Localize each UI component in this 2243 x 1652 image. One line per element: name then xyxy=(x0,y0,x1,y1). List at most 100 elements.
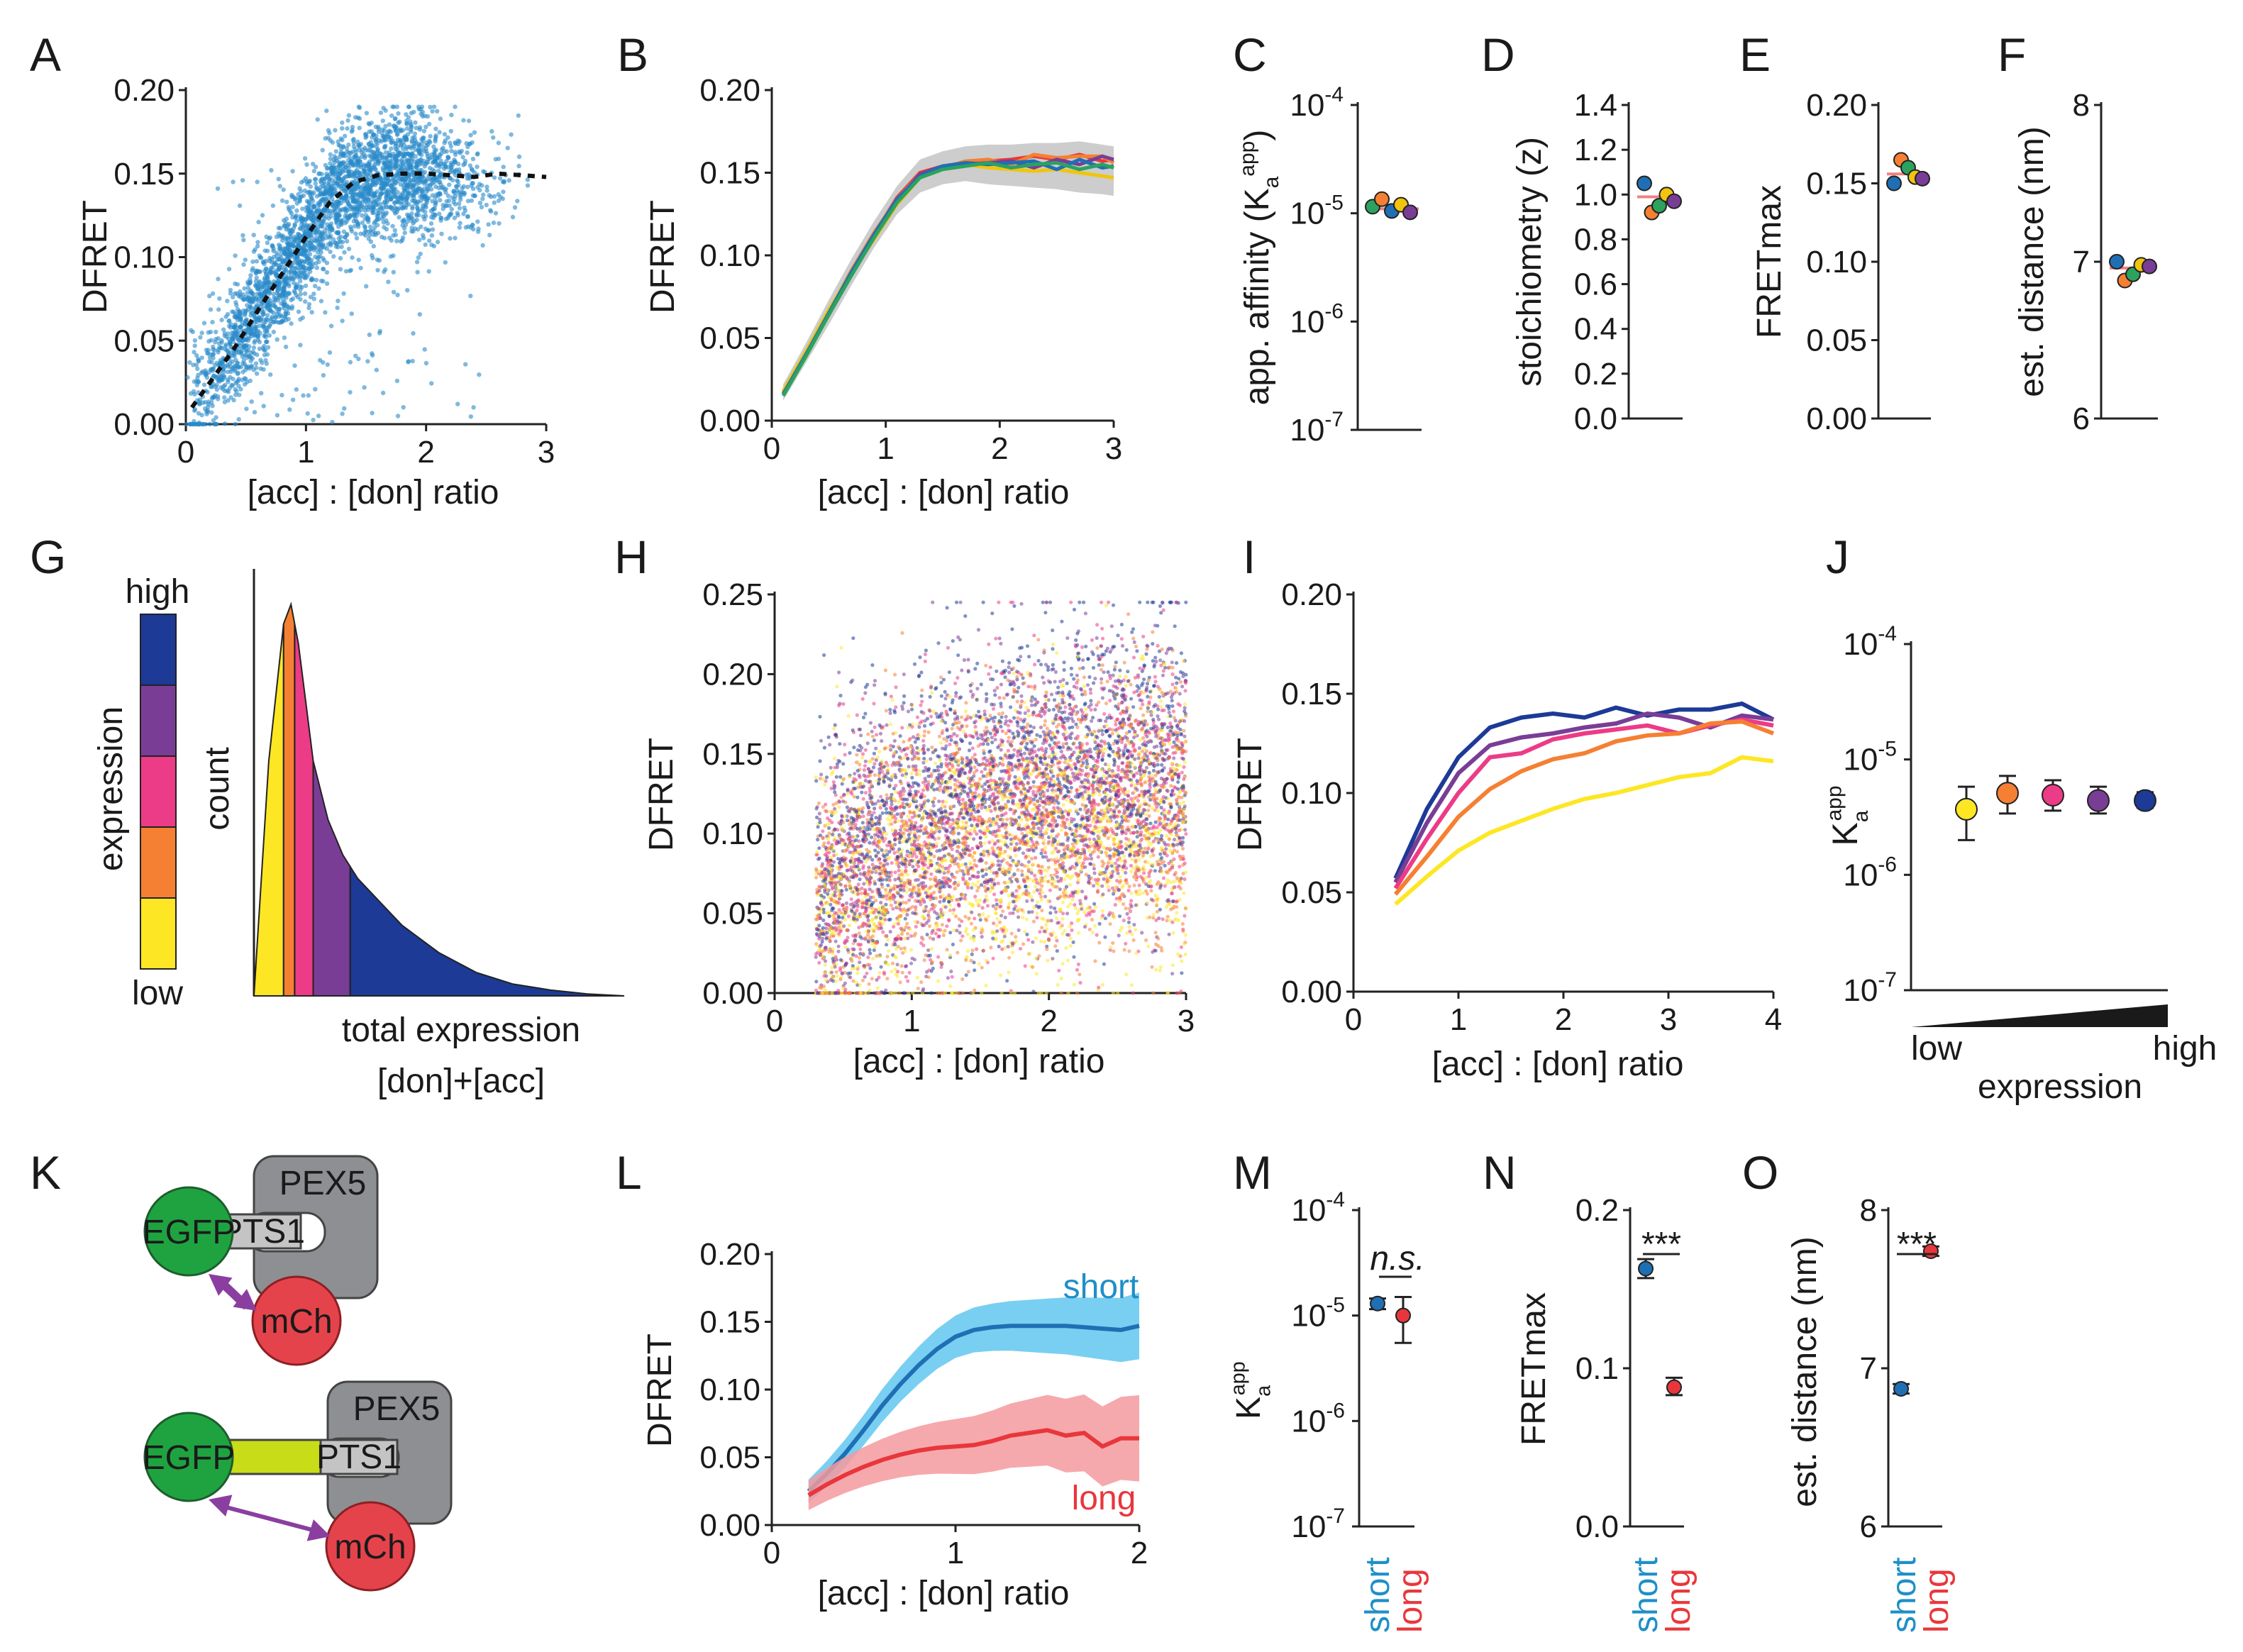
scatter-point xyxy=(222,399,228,404)
scatter-point xyxy=(197,397,203,402)
scatter-point xyxy=(432,206,437,211)
scatter-point xyxy=(290,296,296,301)
scatter-point xyxy=(301,393,306,398)
scatter-point xyxy=(492,175,497,180)
scatter-point xyxy=(1039,725,1043,730)
scatter-point xyxy=(1165,725,1170,730)
scatter-point xyxy=(476,226,481,231)
scatter-point xyxy=(221,327,226,332)
scatter-point xyxy=(282,299,287,304)
scatter-point xyxy=(421,158,426,164)
scatter-point xyxy=(343,165,348,170)
scatter-point xyxy=(378,201,383,206)
scatter-point xyxy=(292,289,297,294)
histogram-segment xyxy=(253,623,284,997)
scatter-point xyxy=(301,275,306,279)
scatter-point xyxy=(324,281,330,286)
scatter-point xyxy=(314,261,319,266)
scatter-point xyxy=(487,193,492,198)
scatter-point xyxy=(477,200,483,206)
scatter-point xyxy=(1111,941,1115,946)
scatter-point xyxy=(438,172,443,177)
scatter-point xyxy=(470,156,476,162)
scatter-point xyxy=(316,286,321,291)
y-tick-label: 0.05 xyxy=(699,321,760,356)
scatter-point xyxy=(334,204,339,209)
scatter-point xyxy=(192,338,198,343)
y-axis-label: DFRET xyxy=(643,738,680,851)
scatter-point xyxy=(278,246,283,251)
scatter-point xyxy=(340,411,345,416)
scatter-point xyxy=(245,338,251,343)
scatter-point xyxy=(433,139,438,144)
scatter-point xyxy=(293,196,298,201)
series-line-green xyxy=(781,160,1114,397)
scatter-point xyxy=(343,189,348,194)
confidence-band xyxy=(783,141,1114,401)
scatter-point xyxy=(448,144,453,149)
scatter-point xyxy=(311,190,316,195)
scatter-point xyxy=(311,162,316,167)
scatter-point xyxy=(404,138,409,143)
y-axis-label: expression xyxy=(92,706,130,871)
scatter-point xyxy=(255,179,260,184)
scatter-point xyxy=(455,401,460,406)
scatter-point xyxy=(319,221,324,226)
scatter-point xyxy=(210,319,215,325)
scatter-point xyxy=(367,332,372,338)
scatter-point xyxy=(929,872,934,876)
scatter-point xyxy=(1181,800,1186,804)
scatter-point xyxy=(314,277,319,282)
scatter-point xyxy=(1035,733,1039,737)
scatter-point xyxy=(383,123,388,128)
scatter-point xyxy=(381,220,386,225)
series-line-red xyxy=(781,153,1114,395)
scatter-point xyxy=(287,228,292,233)
scatter-point xyxy=(416,149,422,155)
scatter-point xyxy=(302,188,307,193)
scatter-point xyxy=(319,198,323,203)
scatter-point xyxy=(367,153,372,158)
scatter-point xyxy=(206,404,211,410)
scatter-point xyxy=(414,260,420,265)
scatter-point xyxy=(261,309,266,314)
scatter-point xyxy=(326,216,331,221)
scatter-point xyxy=(367,163,372,168)
scatter-point xyxy=(439,231,444,236)
x-tick-label: 1 xyxy=(297,435,314,470)
scatter-point xyxy=(262,318,267,323)
scatter-point xyxy=(1180,921,1185,926)
scatter-point xyxy=(338,136,343,141)
scatter-point xyxy=(976,628,981,632)
data-point xyxy=(2142,258,2157,275)
panel-label-H: H xyxy=(614,531,648,583)
scatter-point xyxy=(477,187,482,193)
scatter-point xyxy=(423,193,428,198)
scatter-point xyxy=(491,135,496,140)
label-close: ) xyxy=(1239,130,1276,141)
scatter-point xyxy=(817,846,821,850)
scatter-point xyxy=(383,267,388,272)
scatter-point xyxy=(220,377,225,382)
scatter-point xyxy=(1120,643,1125,648)
scatter-point xyxy=(405,151,411,156)
scatter-point xyxy=(277,306,282,311)
scatter-point xyxy=(467,141,472,146)
scatter-point xyxy=(420,145,426,150)
scatter-point xyxy=(392,123,397,128)
scatter-point xyxy=(243,311,248,316)
scatter-point xyxy=(1003,915,1007,920)
scatter-point xyxy=(929,757,933,761)
scatter-point xyxy=(395,292,400,297)
scatter-point xyxy=(417,180,423,185)
scatter-point xyxy=(1183,828,1187,832)
scatter-point xyxy=(814,952,818,956)
scatter-point xyxy=(1100,767,1104,772)
scatter-point xyxy=(250,349,255,355)
scatter-point xyxy=(1035,888,1039,892)
scatter-point xyxy=(434,192,439,197)
scatter-point xyxy=(1095,636,1099,641)
scatter-point xyxy=(496,156,502,162)
scatter-point xyxy=(1004,831,1008,836)
scatter-point xyxy=(384,155,389,161)
